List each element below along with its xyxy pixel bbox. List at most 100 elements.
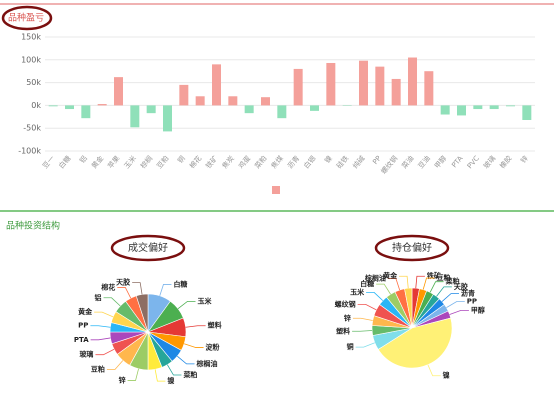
section-title: 品种投资结构 — [6, 220, 60, 232]
bar — [473, 105, 483, 110]
y-tick-label: 0k — [31, 101, 41, 110]
leader-line — [449, 309, 469, 315]
x-tick-label: 鸡蛋 — [236, 154, 252, 171]
x-tick-label: 菜粕 — [253, 154, 269, 171]
pie-label: 菜粕 — [445, 277, 460, 286]
bar — [522, 105, 532, 120]
bar — [179, 84, 189, 106]
x-tick-label: 铜 — [176, 154, 187, 165]
leader-line — [441, 293, 460, 302]
leader-line — [399, 275, 409, 289]
pie-label: 黄金 — [383, 271, 398, 280]
x-tick-label: 菜油 — [400, 154, 416, 171]
bar — [506, 105, 515, 107]
bar — [489, 105, 499, 110]
leader-line — [132, 282, 143, 295]
leader-line — [436, 286, 452, 297]
bar — [391, 78, 401, 106]
pie-label: 天胶 — [116, 278, 130, 287]
x-tick-label: 铝 — [78, 154, 89, 165]
x-tick-label: 玻璃 — [481, 154, 497, 171]
bar — [359, 60, 368, 106]
bar — [48, 105, 58, 107]
chart-title: 品种盈亏 — [8, 12, 44, 24]
x-tick-label: 棕榈 — [138, 154, 154, 171]
pie-label: 菜粕 — [182, 370, 197, 379]
pie-label: PP — [78, 322, 88, 330]
bar — [424, 71, 434, 106]
leader-line — [117, 287, 132, 299]
bar — [130, 105, 140, 128]
pie-label: 豆粕 — [437, 273, 451, 282]
bar — [457, 105, 466, 116]
bar — [81, 105, 91, 119]
leader-line — [106, 360, 124, 370]
x-tick-label: 玉米 — [122, 154, 138, 171]
leader-line — [352, 330, 373, 332]
title-ring — [374, 234, 450, 262]
leader-line — [94, 311, 114, 318]
pie-slice — [135, 293, 149, 333]
x-tick-label: 铁矿 — [204, 154, 220, 171]
pie-label: 镍 — [443, 371, 450, 380]
pie-label: PP — [467, 298, 477, 306]
x-tick-label: 黄金 — [89, 154, 105, 171]
bar — [244, 105, 254, 114]
leader-line — [166, 364, 182, 376]
leader-line — [352, 317, 373, 321]
y-tick-label: 150k — [21, 33, 41, 42]
leader-line — [103, 297, 121, 307]
pie-label: 甲醇 — [471, 305, 485, 314]
leader-line — [159, 284, 172, 296]
leader-line — [90, 337, 111, 341]
leader-line — [177, 300, 196, 310]
leader-line — [154, 369, 166, 382]
pie-label: 棕榈油 — [196, 359, 218, 368]
leader-line — [355, 342, 375, 348]
x-tick-label: 沥青 — [285, 154, 301, 171]
leader-line — [95, 348, 115, 356]
leader-line — [446, 301, 465, 308]
leader-line — [185, 325, 206, 328]
x-tick-label: 螺纹钢 — [379, 154, 399, 176]
bar — [277, 105, 287, 119]
x-tick-label: 豆粕 — [155, 154, 171, 171]
leader-line — [366, 292, 384, 301]
bar — [146, 105, 156, 114]
x-tick-label: 焦炭 — [220, 154, 236, 171]
x-tick-label: 豆一 — [41, 154, 56, 170]
pie-label: 玉米 — [198, 296, 213, 305]
x-tick-label: 橡胶 — [498, 154, 514, 171]
pie-label: 玉米 — [350, 287, 365, 296]
pie-label: 豆粕 — [91, 365, 105, 374]
pie-label: 白糖 — [360, 279, 374, 288]
pie-label: 沥青 — [461, 289, 475, 298]
x-tick-label: 豆油 — [416, 154, 432, 171]
leader-line — [184, 343, 204, 348]
y-tick-label: 50k — [26, 78, 41, 87]
pie-title: 成交偏好 — [128, 241, 168, 254]
pie-title: 持仓偏好 — [392, 241, 432, 254]
title-ring — [110, 234, 186, 262]
x-tick-label: 白糖 — [57, 154, 73, 171]
bar — [408, 57, 417, 106]
leader-line — [127, 368, 139, 381]
pie-label: 铁矿 — [427, 271, 441, 280]
leader-line — [427, 364, 441, 377]
pie-label: 白糖 — [173, 279, 187, 288]
legend-swatch — [272, 186, 280, 194]
pie-label: 玻璃 — [79, 350, 93, 359]
x-tick-label: 锌 — [519, 154, 530, 165]
x-tick-label: 纯碱 — [351, 154, 367, 171]
bar — [228, 96, 238, 106]
pie-label: PTA — [74, 336, 89, 344]
pie-label: 淀粉 — [206, 342, 220, 351]
y-tick-label: -100k — [18, 147, 41, 156]
pie-label: 棕榈油 — [364, 274, 386, 283]
leader-line — [429, 281, 444, 293]
bar — [163, 105, 172, 132]
pie-label: 铝 — [95, 293, 102, 302]
leader-line — [177, 355, 195, 365]
leader-line — [415, 275, 425, 289]
